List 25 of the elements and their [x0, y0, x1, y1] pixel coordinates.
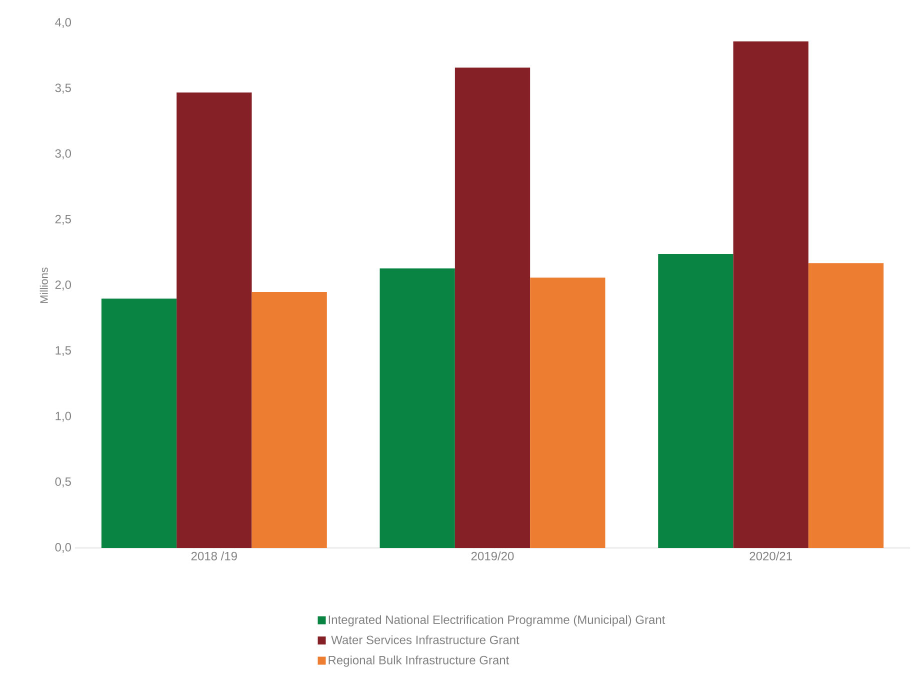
y-tick-label: 4,0: [55, 18, 72, 28]
legend-label: Water Services Infrastructure Grant: [331, 635, 520, 644]
x-tick-label: 2020/21: [750, 552, 792, 560]
x-tick-label: 2018 /19: [191, 552, 237, 560]
y-tick-label: 3,5: [55, 84, 71, 94]
y-tick-label: 1,5: [56, 346, 71, 356]
bar: [530, 278, 606, 548]
y-tick-label: 1,0: [56, 412, 72, 422]
y-tick-label: 0,5: [55, 477, 71, 488]
bar: [252, 292, 327, 548]
bar: [380, 268, 455, 548]
bar: [808, 263, 884, 548]
y-tick-label: 2,5: [55, 214, 71, 225]
bar: [176, 92, 252, 548]
bar: [658, 254, 734, 548]
y-tick-label: 0,0: [55, 543, 72, 553]
y-tick-label: 3,0: [55, 149, 72, 160]
y-tick-label: 2,0: [55, 280, 72, 290]
legend-label: Regional Bulk Infrastructure Grant: [328, 656, 510, 667]
bar: [733, 41, 808, 548]
x-tick-label: 2019/20: [471, 552, 514, 560]
y-axis-title: Millions: [40, 268, 48, 303]
legend-label: Integrated National Electrification Programme (Municipal) Grant: [328, 615, 666, 626]
bar: [454, 68, 530, 548]
bar: [101, 298, 177, 548]
